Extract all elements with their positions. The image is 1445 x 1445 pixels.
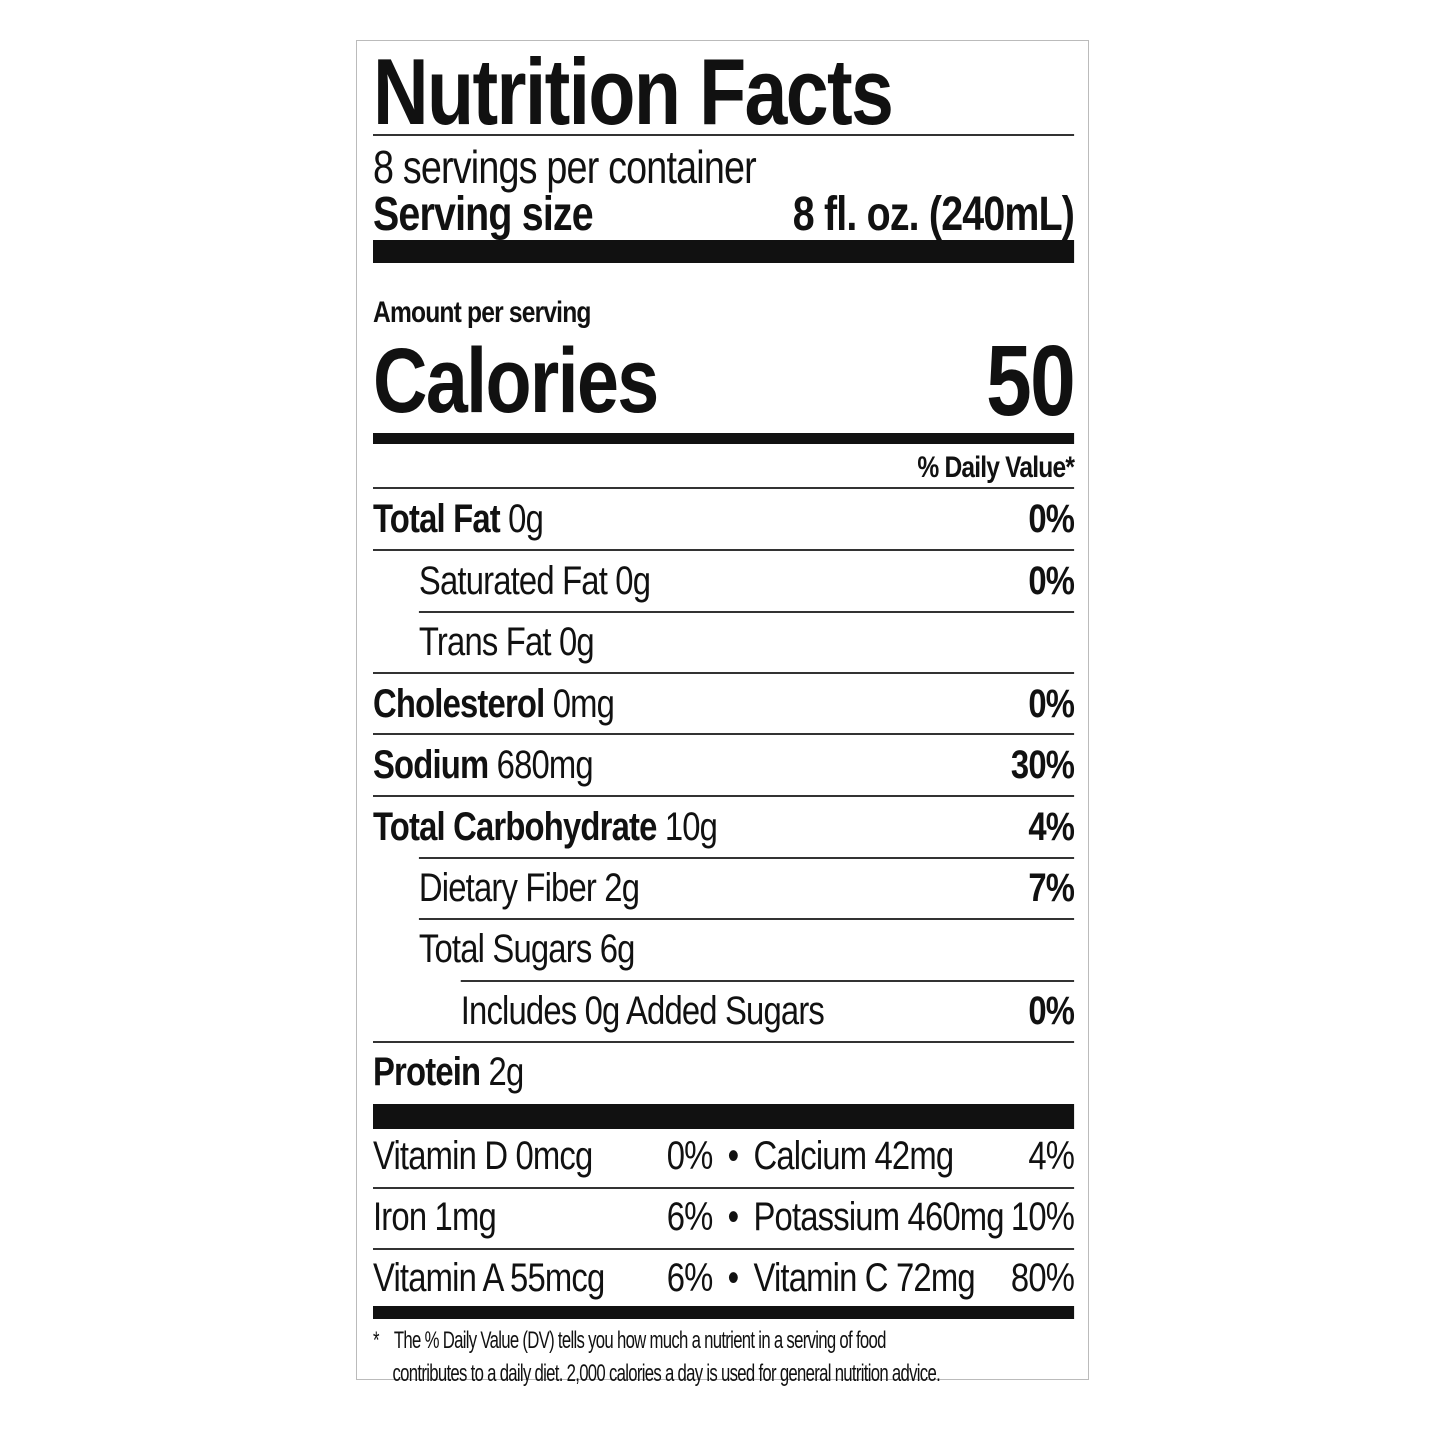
divider bbox=[373, 1187, 1075, 1189]
vitamin-dv: 4% bbox=[1028, 1134, 1075, 1178]
nutrient-name: Total Fat bbox=[373, 497, 501, 541]
nutrient-dv: 4% bbox=[1028, 805, 1075, 849]
footnote-asterisk: * bbox=[373, 1327, 380, 1354]
vitamin-name: Calcium 42mg bbox=[753, 1134, 954, 1178]
thick-divider bbox=[373, 1104, 1075, 1129]
nutrient-row-sodium: Sodium 680mg 30% bbox=[373, 740, 1075, 790]
nutrient-row-added-sugars: Includes 0g Added Sugars 0% bbox=[373, 986, 1075, 1036]
serving-size-value: 8 fl. oz. (240mL) bbox=[792, 188, 1075, 241]
nutrient-dv: 0% bbox=[1028, 682, 1075, 726]
nutrient-row-trans-fat: Trans Fat 0g bbox=[373, 617, 1074, 667]
nutrient-amount: 2g bbox=[604, 866, 640, 910]
footnote: * The % Daily Value (DV) tells you how m… bbox=[373, 1324, 1074, 1390]
vitamin-name: Iron 1mg bbox=[373, 1195, 497, 1239]
nutrient-dv: 7% bbox=[1028, 866, 1075, 910]
vitamin-dv: 6% bbox=[666, 1256, 714, 1300]
divider bbox=[373, 1041, 1075, 1043]
calories-row: Calories 50 bbox=[373, 325, 1076, 437]
nutrient-amount: 680mg bbox=[496, 743, 594, 787]
daily-value-header: % Daily Value* bbox=[917, 451, 1075, 484]
nutrient-row-total-fat: Total Fat 0g 0% bbox=[373, 494, 1075, 544]
nutrient-row-cholesterol: Cholesterol 0mg 0% bbox=[373, 679, 1075, 729]
vitamin-row: Iron 1mg 6% • Potassium 460mg 10% bbox=[373, 1192, 1075, 1242]
nutrient-row-saturated-fat: Saturated Fat 0g 0% bbox=[373, 556, 1075, 606]
divider bbox=[373, 134, 1075, 136]
medium-divider bbox=[373, 1306, 1075, 1319]
divider bbox=[418, 611, 1075, 613]
amount-per-serving: Amount per serving bbox=[373, 296, 591, 329]
nutrient-amount: 0g bbox=[508, 497, 544, 541]
bullet-separator: • bbox=[727, 1256, 739, 1300]
nutrient-amount: 10g bbox=[664, 805, 718, 849]
nutrient-dv: 0% bbox=[1028, 989, 1075, 1033]
vitamin-dv: 10% bbox=[1010, 1195, 1075, 1239]
vitamin-name: Vitamin C 72mg bbox=[753, 1256, 975, 1300]
vitamin-name: Vitamin A 55mcg bbox=[373, 1256, 605, 1300]
nutrient-name: Cholesterol bbox=[373, 682, 545, 726]
nutrient-name: Trans Fat bbox=[418, 620, 552, 664]
nutrient-name: Saturated Fat bbox=[418, 559, 608, 603]
nutrient-row-total-sugars: Total Sugars 6g bbox=[373, 924, 1074, 974]
nutrient-amount: 0g bbox=[615, 559, 651, 603]
footnote-line: The % Daily Value (DV) tells you how muc… bbox=[393, 1327, 886, 1354]
nutrient-name: Includes 0g Added Sugars bbox=[460, 989, 825, 1033]
nutrient-amount: 0g bbox=[558, 620, 595, 664]
divider bbox=[460, 980, 1075, 982]
nutrition-facts-label: Nutrition Facts 8 servings per container… bbox=[356, 39, 1089, 1387]
label-content: Nutrition Facts 8 servings per container… bbox=[373, 39, 1076, 1387]
nutrient-row-dietary-fiber: Dietary Fiber 2g 7% bbox=[373, 863, 1075, 913]
nutrient-name: Protein bbox=[373, 1050, 481, 1094]
divider bbox=[418, 918, 1075, 920]
nutrient-row-protein: Protein 2g bbox=[373, 1047, 1074, 1097]
nutrient-name: Total Carbohydrate bbox=[373, 805, 657, 849]
divider bbox=[373, 1248, 1075, 1250]
nutrient-amount: 6g bbox=[599, 927, 636, 971]
thick-divider bbox=[373, 240, 1075, 263]
nutrient-row-total-carbohydrate: Total Carbohydrate 10g 4% bbox=[373, 802, 1075, 852]
medium-divider bbox=[373, 433, 1075, 444]
vitamin-dv: 0% bbox=[666, 1134, 714, 1178]
nutrient-dv: 0% bbox=[1028, 497, 1075, 541]
nutrient-name: Sodium bbox=[373, 743, 489, 787]
divider bbox=[373, 549, 1075, 551]
serving-size: Serving size 8 fl. oz. (240mL) bbox=[373, 188, 1075, 242]
nutrient-name: Dietary Fiber bbox=[418, 866, 597, 910]
divider bbox=[373, 733, 1075, 735]
vitamin-name: Vitamin D 0mcg bbox=[373, 1134, 593, 1178]
calories-value: 50 bbox=[986, 325, 1076, 437]
footnote-line: contributes to a daily diet. 2,000 calor… bbox=[392, 1360, 941, 1387]
vitamin-row: Vitamin D 0mcg 0% • Calcium 42mg 4% bbox=[373, 1131, 1075, 1181]
divider bbox=[373, 672, 1075, 674]
vitamin-name: Potassium 460mg bbox=[753, 1195, 1004, 1239]
divider bbox=[418, 857, 1075, 859]
bullet-separator: • bbox=[727, 1195, 739, 1239]
vitamin-dv: 80% bbox=[1010, 1256, 1075, 1300]
label-title: Nutrition Facts bbox=[373, 39, 894, 144]
divider bbox=[373, 487, 1075, 489]
bullet-separator: • bbox=[727, 1134, 739, 1178]
divider bbox=[373, 795, 1075, 797]
nutrient-dv: 30% bbox=[1010, 743, 1075, 787]
nutrient-amount: 0mg bbox=[552, 682, 615, 726]
serving-size-label: Serving size bbox=[373, 188, 594, 241]
servings-per-container: 8 servings per container bbox=[373, 141, 757, 193]
nutrient-dv: 0% bbox=[1028, 559, 1075, 603]
vitamin-dv: 6% bbox=[666, 1195, 714, 1239]
nutrient-amount: 2g bbox=[488, 1050, 525, 1094]
vitamin-row: Vitamin A 55mcg 6% • Vitamin C 72mg 80% bbox=[373, 1253, 1075, 1303]
calories-label: Calories bbox=[373, 330, 659, 432]
nutrient-name: Total Sugars bbox=[418, 927, 592, 971]
